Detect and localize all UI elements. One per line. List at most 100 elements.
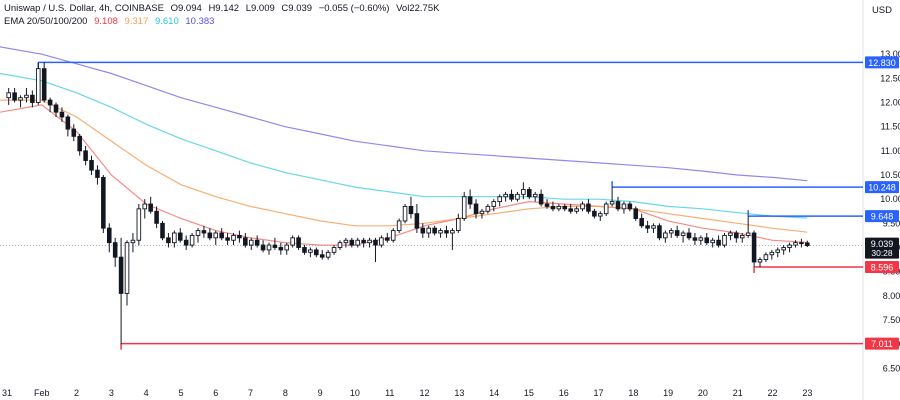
candle-body [396, 220, 402, 232]
x-tick-label: 7 [248, 388, 253, 398]
candle-body [793, 242, 798, 246]
y-tick-label: 11.000 [881, 146, 900, 156]
candle-countdown-label: 30:28 [871, 248, 893, 258]
candle-body [248, 239, 254, 246]
candle-body [201, 230, 207, 234]
candle-body [278, 247, 284, 251]
x-tick-label: 19 [663, 388, 673, 398]
candle-body [763, 254, 769, 261]
candle-body [95, 169, 100, 178]
candle-body [515, 193, 520, 200]
candle-body [556, 205, 562, 210]
candle-body [745, 232, 751, 236]
candle-body [639, 218, 644, 227]
candle-body [260, 244, 266, 251]
x-tick-label: 15 [524, 388, 534, 398]
current-price-label: 9.039 [871, 239, 894, 249]
candle-body [101, 176, 106, 229]
candle-body [379, 237, 384, 246]
x-tick-label: 21 [733, 388, 743, 398]
candle-body [373, 239, 378, 246]
candle-body [130, 239, 136, 244]
candle-body [18, 97, 23, 101]
currency-label[interactable]: USD [871, 5, 892, 16]
candle-body [319, 254, 325, 258]
candle-body [183, 239, 189, 246]
candle-body [473, 203, 479, 215]
candle-body [509, 193, 514, 200]
x-tick-label: 16 [559, 388, 569, 398]
candle-body [231, 234, 236, 241]
symbol-title[interactable]: Uniswap / U.S. Dollar, 4h, COINBASE [4, 3, 164, 14]
y-tick-label: 7.500 [883, 315, 900, 325]
candle-body [189, 234, 195, 246]
level-price-tag [865, 181, 899, 194]
candle-body [385, 237, 390, 241]
candle-body [124, 242, 130, 294]
candle-body [213, 232, 219, 239]
candle-body [343, 239, 349, 244]
candle-body [355, 239, 361, 246]
ema-legend[interactable]: EMA 20/50/100/200 9.108 9.317 9.610 10.3… [4, 16, 218, 27]
candle-body [497, 196, 502, 203]
volume-value: Vol22.75K [396, 3, 440, 14]
ohlc-open: O9.094 [170, 3, 202, 14]
x-tick-label: 18 [628, 388, 638, 398]
candle-body [12, 92, 17, 101]
candle-body [290, 237, 295, 246]
x-tick-label: 2 [74, 388, 79, 398]
candle-body [562, 205, 568, 210]
candle-body [668, 230, 674, 234]
candle-body [284, 244, 290, 251]
candle-body [337, 242, 343, 248]
candle-body [538, 193, 544, 205]
candle-body [739, 234, 745, 239]
x-tick-label: 6 [213, 388, 218, 398]
candle-body [142, 203, 148, 210]
candle-body [65, 116, 71, 130]
candle-body [426, 227, 432, 234]
candle-body [296, 237, 301, 248]
x-tick-label: 20 [698, 388, 708, 398]
candle-body [30, 94, 35, 103]
candle-body [6, 92, 11, 99]
candle-body [331, 247, 337, 253]
candle-body [692, 237, 698, 241]
y-tick-label: 10.000 [880, 194, 900, 204]
candle-body [592, 210, 597, 217]
candle-body [243, 237, 248, 246]
candle-body [77, 135, 82, 152]
candle-body [118, 256, 124, 294]
candle-body [603, 203, 609, 215]
y-tick-label: 12.000 [880, 98, 900, 108]
x-tick-label: 31 [2, 388, 12, 398]
candle-body [615, 201, 621, 210]
price-change: −0.055 (−0.60%) [318, 3, 390, 14]
candle-body [787, 244, 792, 248]
x-tick-label: 23 [802, 388, 812, 398]
candle-body [775, 249, 781, 253]
ema-label: EMA 20/50/100/200 [4, 16, 88, 27]
candle-body [112, 242, 118, 258]
candle-body [450, 230, 455, 234]
candle-body [757, 259, 763, 263]
candle-body [609, 201, 615, 205]
x-tick-label: 3 [109, 388, 114, 398]
candle-body [503, 193, 508, 198]
y-tick-label: 9.500 [883, 218, 900, 228]
x-tick-label: 11 [385, 388, 394, 398]
candle-body [456, 218, 461, 232]
candle-body [532, 193, 538, 198]
candle-body [272, 244, 278, 248]
candle-body [728, 232, 733, 236]
y-tick-label: 8.000 [883, 291, 900, 301]
y-tick-label: 8.500 [883, 267, 900, 277]
candle-body [444, 230, 449, 234]
candle-body [420, 227, 426, 234]
candle-body [586, 203, 591, 212]
candle-body [568, 208, 573, 212]
candle-body [24, 94, 29, 99]
level-price-tag [865, 210, 899, 223]
